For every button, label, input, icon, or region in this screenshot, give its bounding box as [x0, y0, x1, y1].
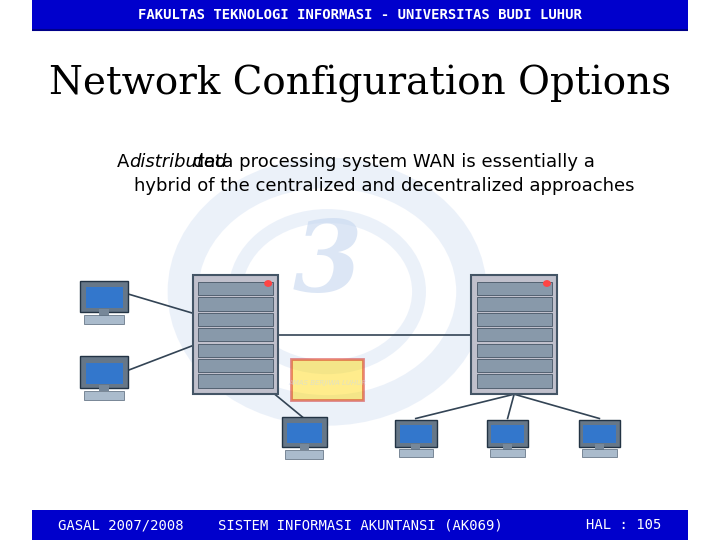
FancyBboxPatch shape — [477, 374, 552, 388]
FancyBboxPatch shape — [282, 417, 327, 447]
FancyBboxPatch shape — [99, 384, 109, 391]
Text: GASAL 2007/2008: GASAL 2007/2008 — [58, 518, 184, 532]
FancyBboxPatch shape — [477, 359, 552, 372]
Text: Network Configuration Options: Network Configuration Options — [49, 65, 671, 103]
FancyBboxPatch shape — [477, 298, 552, 310]
FancyBboxPatch shape — [492, 425, 523, 443]
FancyBboxPatch shape — [399, 449, 433, 457]
FancyBboxPatch shape — [287, 423, 322, 443]
FancyBboxPatch shape — [198, 328, 273, 341]
Text: FAKULTAS TEKNOLOGI INFORMASI - UNIVERSITAS BUDI LUHUR: FAKULTAS TEKNOLOGI INFORMASI - UNIVERSIT… — [138, 8, 582, 22]
FancyBboxPatch shape — [198, 282, 273, 295]
FancyBboxPatch shape — [285, 450, 323, 458]
FancyBboxPatch shape — [490, 449, 525, 457]
Text: AMAS BERJIWA LUHUR: AMAS BERJIWA LUHUR — [288, 380, 366, 387]
Text: SISTEM INFORMASI AKUNTANSI (AK069): SISTEM INFORMASI AKUNTANSI (AK069) — [217, 518, 503, 532]
FancyBboxPatch shape — [81, 356, 128, 388]
FancyBboxPatch shape — [198, 298, 273, 310]
Text: distributed: distributed — [129, 153, 227, 171]
FancyBboxPatch shape — [198, 374, 273, 388]
FancyBboxPatch shape — [198, 343, 273, 357]
FancyBboxPatch shape — [411, 444, 420, 450]
FancyBboxPatch shape — [395, 420, 436, 447]
FancyBboxPatch shape — [198, 359, 273, 372]
Text: hybrid of the centralized and decentralized approaches: hybrid of the centralized and decentrali… — [134, 177, 634, 195]
FancyBboxPatch shape — [477, 313, 552, 326]
FancyBboxPatch shape — [193, 275, 278, 394]
FancyBboxPatch shape — [503, 444, 512, 450]
FancyBboxPatch shape — [84, 315, 124, 325]
FancyBboxPatch shape — [579, 420, 620, 447]
Circle shape — [544, 281, 550, 286]
FancyBboxPatch shape — [472, 275, 557, 394]
Text: data processing system WAN is essentially a: data processing system WAN is essentiall… — [187, 153, 595, 171]
FancyBboxPatch shape — [487, 420, 528, 447]
FancyBboxPatch shape — [86, 362, 123, 383]
FancyBboxPatch shape — [477, 343, 552, 357]
FancyBboxPatch shape — [595, 444, 603, 450]
FancyBboxPatch shape — [400, 425, 432, 443]
Text: 3: 3 — [292, 217, 362, 313]
FancyBboxPatch shape — [477, 328, 552, 341]
FancyBboxPatch shape — [84, 391, 124, 400]
FancyBboxPatch shape — [32, 0, 688, 30]
Text: A: A — [117, 153, 135, 171]
FancyBboxPatch shape — [300, 444, 309, 450]
FancyBboxPatch shape — [32, 510, 688, 540]
FancyBboxPatch shape — [86, 287, 123, 308]
FancyBboxPatch shape — [291, 359, 364, 400]
FancyBboxPatch shape — [81, 281, 128, 312]
FancyBboxPatch shape — [99, 309, 109, 315]
FancyBboxPatch shape — [198, 313, 273, 326]
Circle shape — [265, 281, 271, 286]
FancyBboxPatch shape — [583, 425, 616, 443]
FancyBboxPatch shape — [582, 449, 616, 457]
FancyBboxPatch shape — [477, 282, 552, 295]
Text: HAL : 105: HAL : 105 — [586, 518, 662, 532]
